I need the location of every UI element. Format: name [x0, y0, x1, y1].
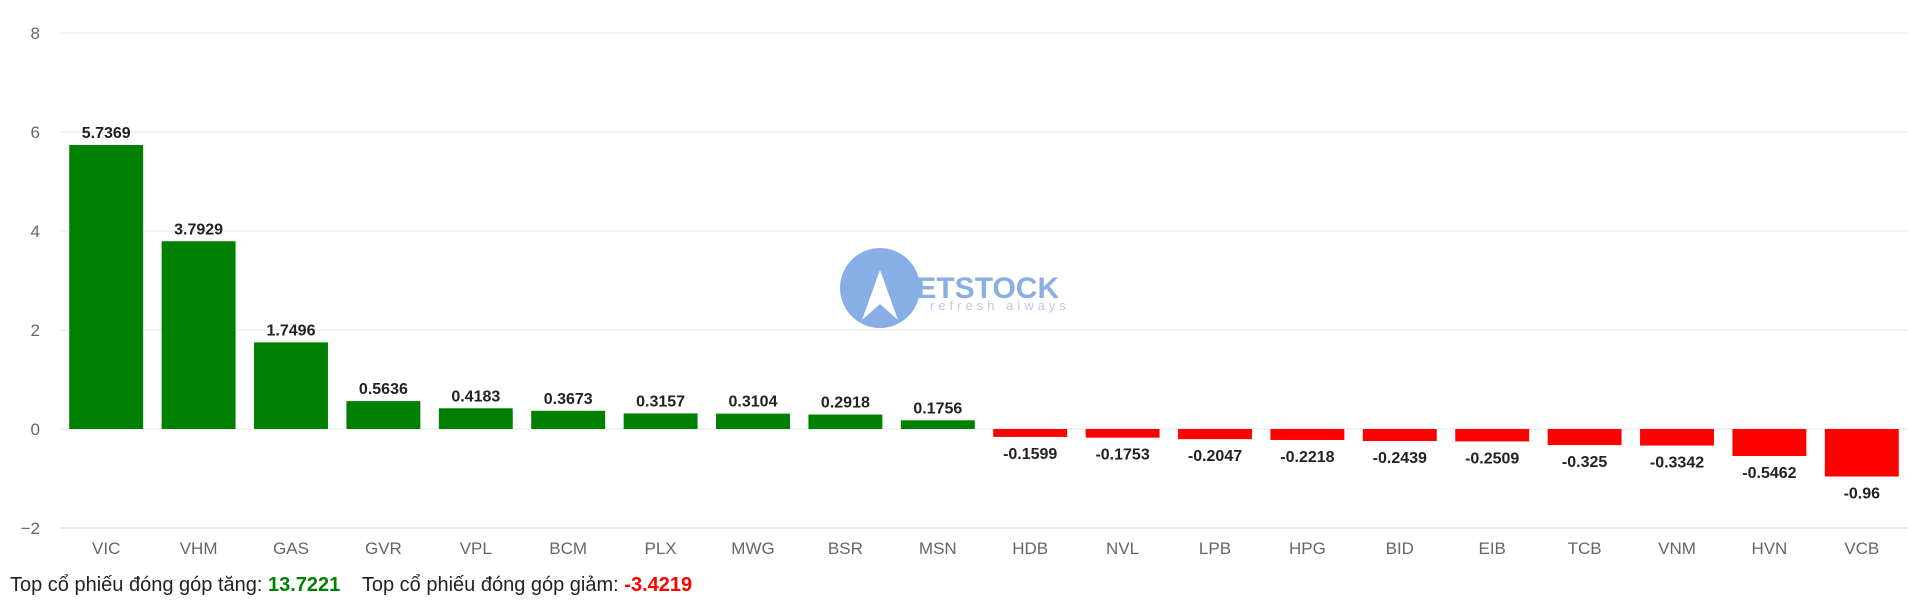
data-label-lpb: -0.2047	[1188, 448, 1242, 465]
x-tick-label: EIB	[1478, 539, 1505, 558]
x-tick-label: LPB	[1199, 539, 1231, 558]
data-label-gvr: 0.5636	[359, 381, 408, 398]
data-label-eib: -0.2509	[1465, 450, 1519, 467]
summary-down: Top cổ phiếu đóng góp giảm: -3.4219	[362, 574, 692, 596]
bar-gvr[interactable]	[346, 401, 421, 429]
bar-vhm[interactable]	[161, 241, 236, 429]
x-tick-label: VCB	[1844, 539, 1879, 558]
x-tick-label: HDB	[1012, 539, 1048, 558]
data-label-gas: 1.7496	[267, 322, 316, 339]
x-tick-label: BID	[1386, 539, 1414, 558]
x-tick-label: VHM	[180, 539, 218, 558]
bar-tcb[interactable]	[1547, 429, 1622, 446]
bar-hvn[interactable]	[1732, 429, 1807, 457]
bar-nvl[interactable]	[1085, 429, 1160, 438]
summary-up-label: Top cổ phiếu đóng góp tăng:	[10, 574, 263, 596]
y-axis: −2 0 2 4 6 8	[21, 24, 40, 538]
x-tick-label: BCM	[549, 539, 587, 558]
data-label-bid: -0.2439	[1373, 450, 1427, 467]
y-tick-label: 4	[31, 222, 40, 241]
data-label-msn: 0.1756	[913, 400, 962, 417]
summary-up: Top cổ phiếu đóng góp tăng: 13.7221	[10, 574, 346, 596]
data-label-nvl: -0.1753	[1095, 447, 1149, 464]
y-tick-label: 8	[31, 24, 40, 43]
bar-bcm[interactable]	[531, 410, 606, 429]
bar-bid[interactable]	[1362, 429, 1437, 442]
summary-up-value: 13.7221	[268, 574, 341, 596]
x-tick-label: VNM	[1658, 539, 1696, 558]
data-label-bcm: 0.3673	[544, 391, 593, 408]
data-labels-layer: 5.7369 3.7929 1.7496 0.5636 0.4183 0.3673 0.31…	[82, 125, 1880, 502]
bar-plx[interactable]	[623, 413, 698, 429]
x-tick-label: HVN	[1751, 539, 1787, 558]
data-label-vcb: -0.96	[1844, 486, 1881, 503]
data-label-mwg: 0.3104	[729, 394, 778, 411]
arrow-icon	[862, 270, 898, 320]
data-label-hdb: -0.1599	[1003, 446, 1057, 463]
x-tick-label: BSR	[828, 539, 863, 558]
data-label-hpg: -0.2218	[1280, 449, 1334, 466]
y-tick-label: 6	[31, 123, 40, 142]
x-tick-label: VPL	[460, 539, 492, 558]
data-label-vnm: -0.3342	[1650, 455, 1704, 472]
watermark-brand: VIETSTOCK	[888, 272, 1059, 305]
bar-hpg[interactable]	[1270, 429, 1345, 440]
bar-msn[interactable]	[900, 420, 975, 429]
bar-vpl[interactable]	[438, 408, 513, 429]
bar-gas[interactable]	[254, 342, 328, 429]
summary-down-value: -3.4219	[624, 574, 693, 596]
contribution-bar-chart: VIETSTOCK refresh always 5.7369 3.7929 1.7…	[21, 24, 1908, 558]
data-label-tcb: -0.325	[1562, 454, 1607, 471]
data-label-bsr: 0.2918	[821, 395, 870, 412]
watermark-tagline: refresh always	[930, 298, 1070, 313]
chart-svg: VIETSTOCK refresh always 5.7369 3.7929 1.7…	[21, 24, 1908, 558]
bar-vic[interactable]	[69, 145, 144, 430]
x-tick-label: NVL	[1106, 539, 1139, 558]
data-label-vhm: 3.7929	[174, 221, 223, 238]
x-tick-label: TCB	[1568, 539, 1602, 558]
x-tick-label: MWG	[731, 539, 774, 558]
bar-lpb[interactable]	[1178, 429, 1252, 440]
summary-down-label: Top cổ phiếu đóng góp giảm:	[361, 574, 619, 596]
bar-bsr[interactable]	[808, 414, 883, 429]
grid-layer	[60, 32, 1908, 430]
vietstock-watermark: VIETSTOCK refresh always	[840, 248, 1070, 328]
data-label-vic: 5.7369	[82, 125, 131, 142]
y-tick-label: 2	[31, 321, 40, 340]
x-tick-label: MSN	[919, 539, 957, 558]
y-tick-label: 0	[31, 420, 40, 439]
x-tick-label: PLX	[645, 539, 677, 558]
bar-vnm[interactable]	[1640, 429, 1714, 446]
data-label-vpl: 0.4183	[451, 388, 500, 405]
bar-mwg[interactable]	[716, 413, 790, 429]
bars-layer	[69, 145, 1899, 477]
bar-eib[interactable]	[1455, 429, 1530, 442]
bar-hdb[interactable]	[993, 429, 1068, 437]
data-label-plx: 0.3157	[636, 393, 685, 410]
data-label-hvn: -0.5462	[1742, 465, 1796, 482]
x-axis: VIC VHM GAS GVR VPL BCM PLX MWG BSR MSN HDB NVL LPB H…	[60, 527, 1908, 558]
bar-vcb[interactable]	[1824, 429, 1899, 477]
x-tick-label: GVR	[365, 539, 402, 558]
x-tick-label: GAS	[273, 539, 309, 558]
contribution-summary: Top cổ phiếu đóng góp tăng: 13.7221 Top …	[10, 574, 708, 597]
y-tick-label: −2	[21, 519, 40, 538]
x-tick-label: VIC	[92, 539, 120, 558]
x-tick-label: HPG	[1289, 539, 1326, 558]
